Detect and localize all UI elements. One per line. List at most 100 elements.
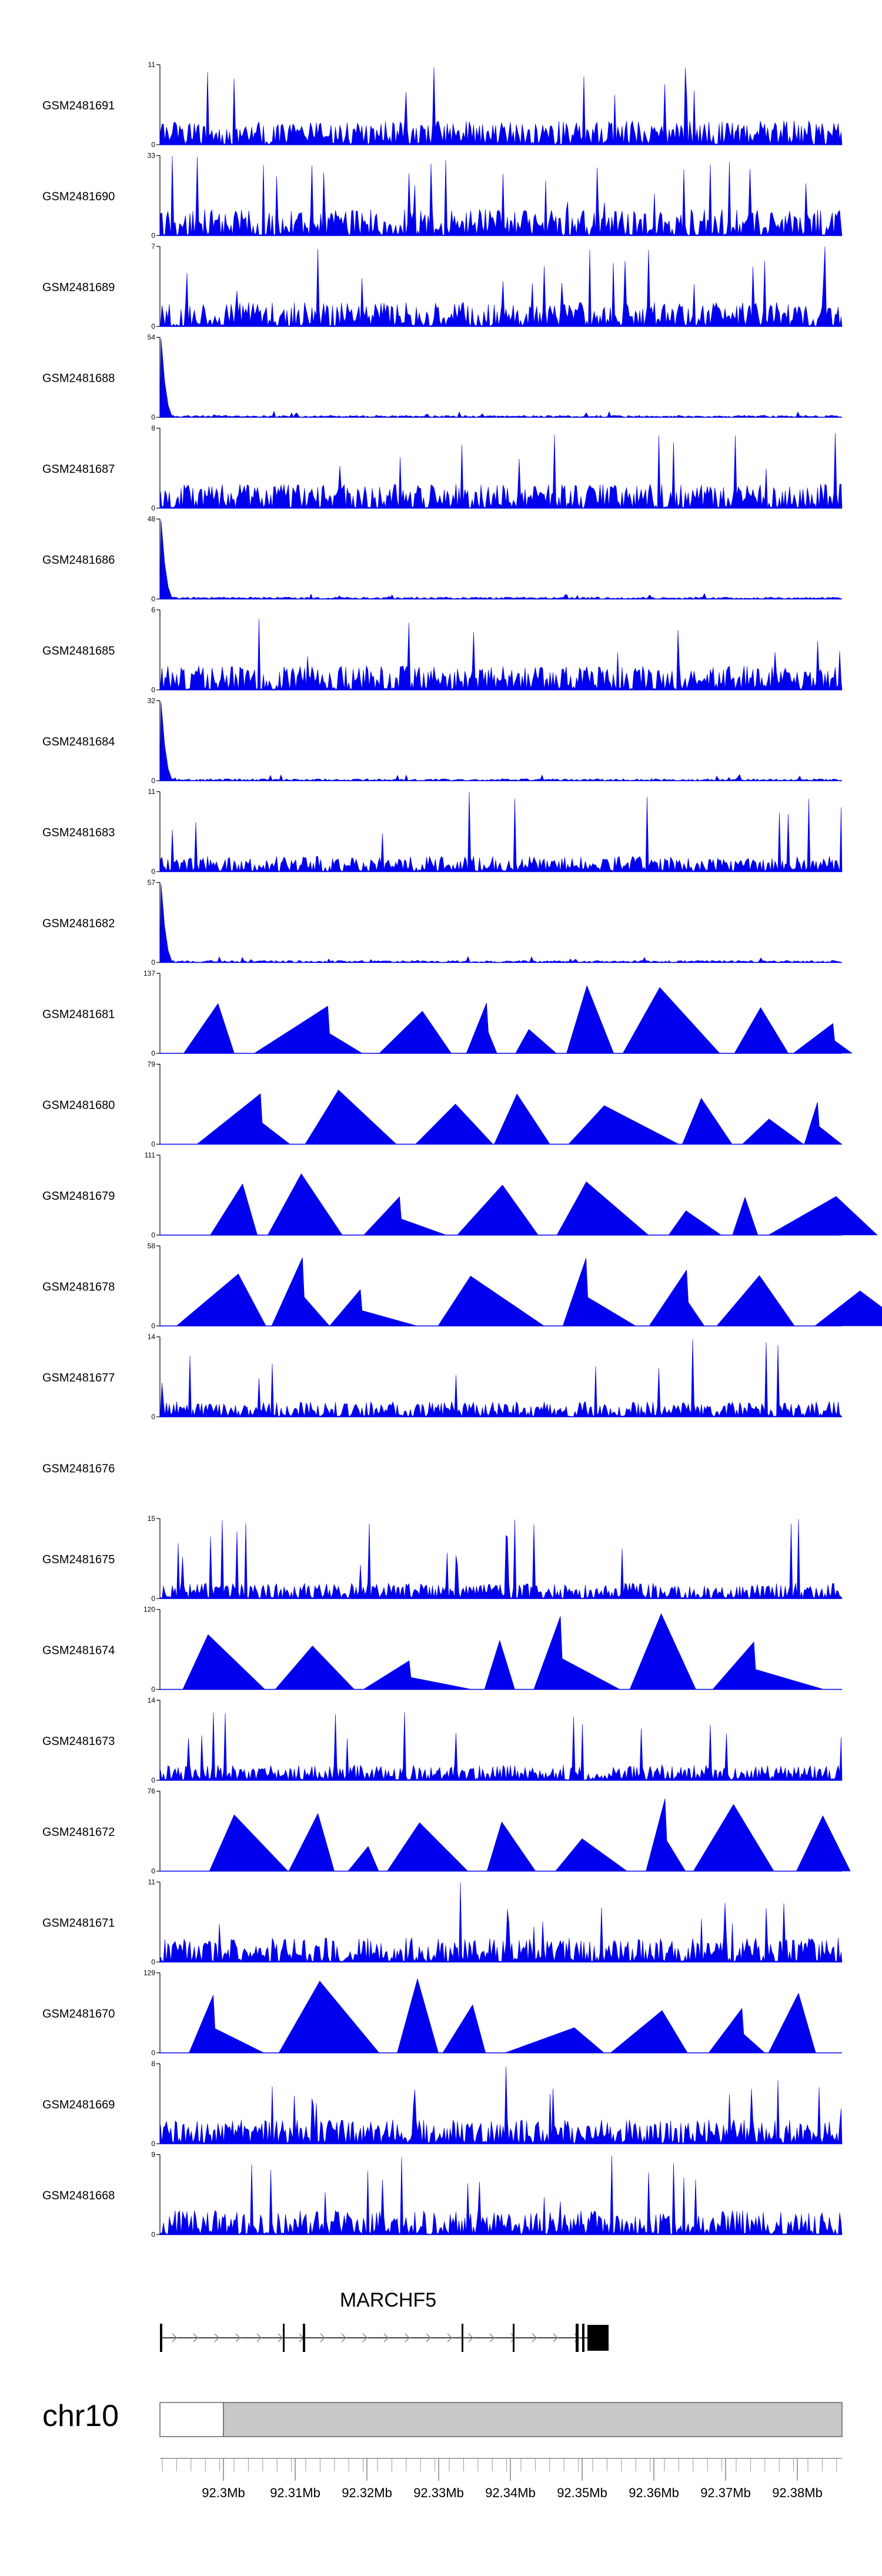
gene-model-track: MARCHF5	[160, 2289, 609, 2352]
strand-arrow-icon	[468, 2333, 474, 2343]
track-GSM2481675: GSM2481675 15 0	[42, 1514, 843, 1603]
track-label: GSM2481684	[42, 736, 115, 749]
y-axis-max: 14	[148, 1696, 156, 1704]
y-axis-min: 0	[151, 1322, 155, 1330]
y-axis-max: 11	[148, 1878, 156, 1886]
strand-arrow-icon	[172, 2333, 178, 2343]
signal-area	[160, 985, 853, 1054]
track-GSM2481683: GSM2481683 11 0	[42, 788, 843, 876]
genomic-coordinate-axis: 92.3Mb 92.31Mb 92.32Mb 92.33Mb 92.34Mb 92.35M…	[160, 2458, 842, 2500]
y-axis-max: 32	[148, 697, 156, 705]
track-label: GSM2481685	[42, 645, 115, 658]
track-GSM2481682: GSM2481682 57 0	[42, 879, 843, 967]
track-label: GSM2481675	[42, 1553, 115, 1566]
axis-tick-label: 92.33Mb	[413, 2485, 464, 2500]
strand-arrow-icon	[383, 2333, 389, 2343]
signal-area	[159, 2155, 843, 2235]
track-label: GSM2481689	[42, 281, 115, 294]
signal-area	[160, 1798, 851, 1871]
strand-arrow-icon	[278, 2333, 283, 2343]
track-GSM2481688: GSM2481688 54 0	[42, 333, 843, 422]
y-axis-min: 0	[151, 322, 155, 331]
strand-arrow-icon	[341, 2333, 347, 2343]
signal-area	[159, 884, 843, 963]
track-GSM2481681: GSM2481681 137 0	[42, 969, 853, 1057]
signal-area	[160, 1089, 842, 1144]
exon	[582, 2324, 584, 2352]
y-axis-min: 0	[151, 2049, 155, 2057]
track-label: GSM2481668	[42, 2190, 115, 2203]
exon	[160, 2324, 162, 2352]
signal-tracks: GSM2481691110GSM2481690330GSM248168970GS…	[42, 61, 882, 2239]
track-GSM2481669: GSM2481669 8 0	[42, 2060, 843, 2148]
track-label: GSM2481680	[42, 1099, 115, 1112]
y-axis-min: 0	[151, 2231, 155, 2239]
y-axis-min: 0	[151, 1231, 155, 1239]
track-GSM2481672: GSM2481672 76 0	[42, 1787, 851, 1876]
strand-arrow-icon	[489, 2333, 495, 2343]
signal-area	[159, 66, 843, 146]
y-axis-max: 137	[143, 969, 155, 977]
y-axis-min: 0	[151, 413, 155, 422]
axis-tick-label: 92.38Mb	[772, 2485, 823, 2500]
track-label: GSM2481688	[42, 372, 115, 385]
signal-area	[159, 2067, 843, 2144]
track-label: GSM2481676	[42, 1463, 115, 1476]
signal-area	[159, 1519, 843, 1599]
y-axis-min: 0	[151, 686, 155, 694]
strand-arrow-icon	[532, 2333, 537, 2343]
y-axis-max: 11	[148, 788, 156, 796]
track-label: GSM2481679	[42, 1190, 115, 1203]
track-label: GSM2481673	[42, 1735, 115, 1748]
y-axis-max: 15	[148, 1514, 156, 1523]
chromosome-name: chr10	[42, 2399, 119, 2433]
strand-arrow-icon	[553, 2333, 559, 2343]
exon	[462, 2324, 463, 2352]
track-GSM2481685: GSM2481685 6 0	[42, 606, 843, 694]
y-axis-min: 0	[151, 504, 155, 512]
y-axis-min: 0	[151, 777, 155, 785]
y-axis-min: 0	[151, 2140, 155, 2148]
track-GSM2481691: GSM2481691 11 0	[42, 61, 843, 149]
strand-arrow-icon	[426, 2333, 432, 2343]
ideogram-unshaded-band	[159, 2402, 224, 2437]
track-label: GSM2481672	[42, 1826, 115, 1839]
exon	[576, 2324, 579, 2352]
y-axis-max: 14	[148, 1333, 156, 1341]
exon	[283, 2324, 285, 2352]
y-axis-min: 0	[151, 1867, 155, 1876]
axis-tick-label: 92.36Mb	[629, 2485, 679, 2500]
strand-arrow-icon	[256, 2333, 262, 2343]
exon-utr	[587, 2325, 609, 2351]
strand-arrow-icon	[447, 2333, 453, 2343]
signal-area	[159, 432, 843, 509]
y-axis-min: 0	[151, 232, 155, 240]
track-GSM2481668: GSM2481668 9 0	[42, 2151, 843, 2239]
track-GSM2481679: GSM2481679 111 0	[42, 1151, 878, 1239]
exon	[303, 2324, 305, 2352]
axis-tick-label: 92.34Mb	[485, 2485, 536, 2500]
track-GSM2481687: GSM2481687 8 0	[42, 424, 843, 512]
gene-structure	[160, 2324, 609, 2352]
track-label: GSM2481690	[42, 191, 115, 203]
y-axis-max: 8	[151, 424, 155, 432]
ideogram-shaded-band	[223, 2402, 843, 2437]
track-label: GSM2481687	[42, 463, 115, 476]
y-axis-min: 0	[151, 1594, 155, 1603]
strand-arrow-icon	[193, 2333, 199, 2343]
y-axis-min: 0	[151, 1140, 155, 1149]
signal-area	[159, 1339, 843, 1417]
track-GSM2481678: GSM2481678 58 0	[42, 1242, 882, 1330]
signal-area	[160, 1173, 878, 1236]
strand-arrow-icon	[362, 2333, 368, 2343]
axis-tick-label: 92.37Mb	[700, 2485, 751, 2500]
y-axis-max: 79	[148, 1060, 156, 1069]
exon	[513, 2324, 514, 2352]
y-axis-min: 0	[151, 1958, 155, 1966]
track-GSM2481671: GSM2481671 11 0	[42, 1878, 843, 1966]
track-label: GSM2481682	[42, 917, 115, 930]
y-axis-min: 0	[151, 867, 155, 876]
y-axis-min: 0	[151, 141, 155, 149]
y-axis-max: 8	[151, 2060, 155, 2068]
